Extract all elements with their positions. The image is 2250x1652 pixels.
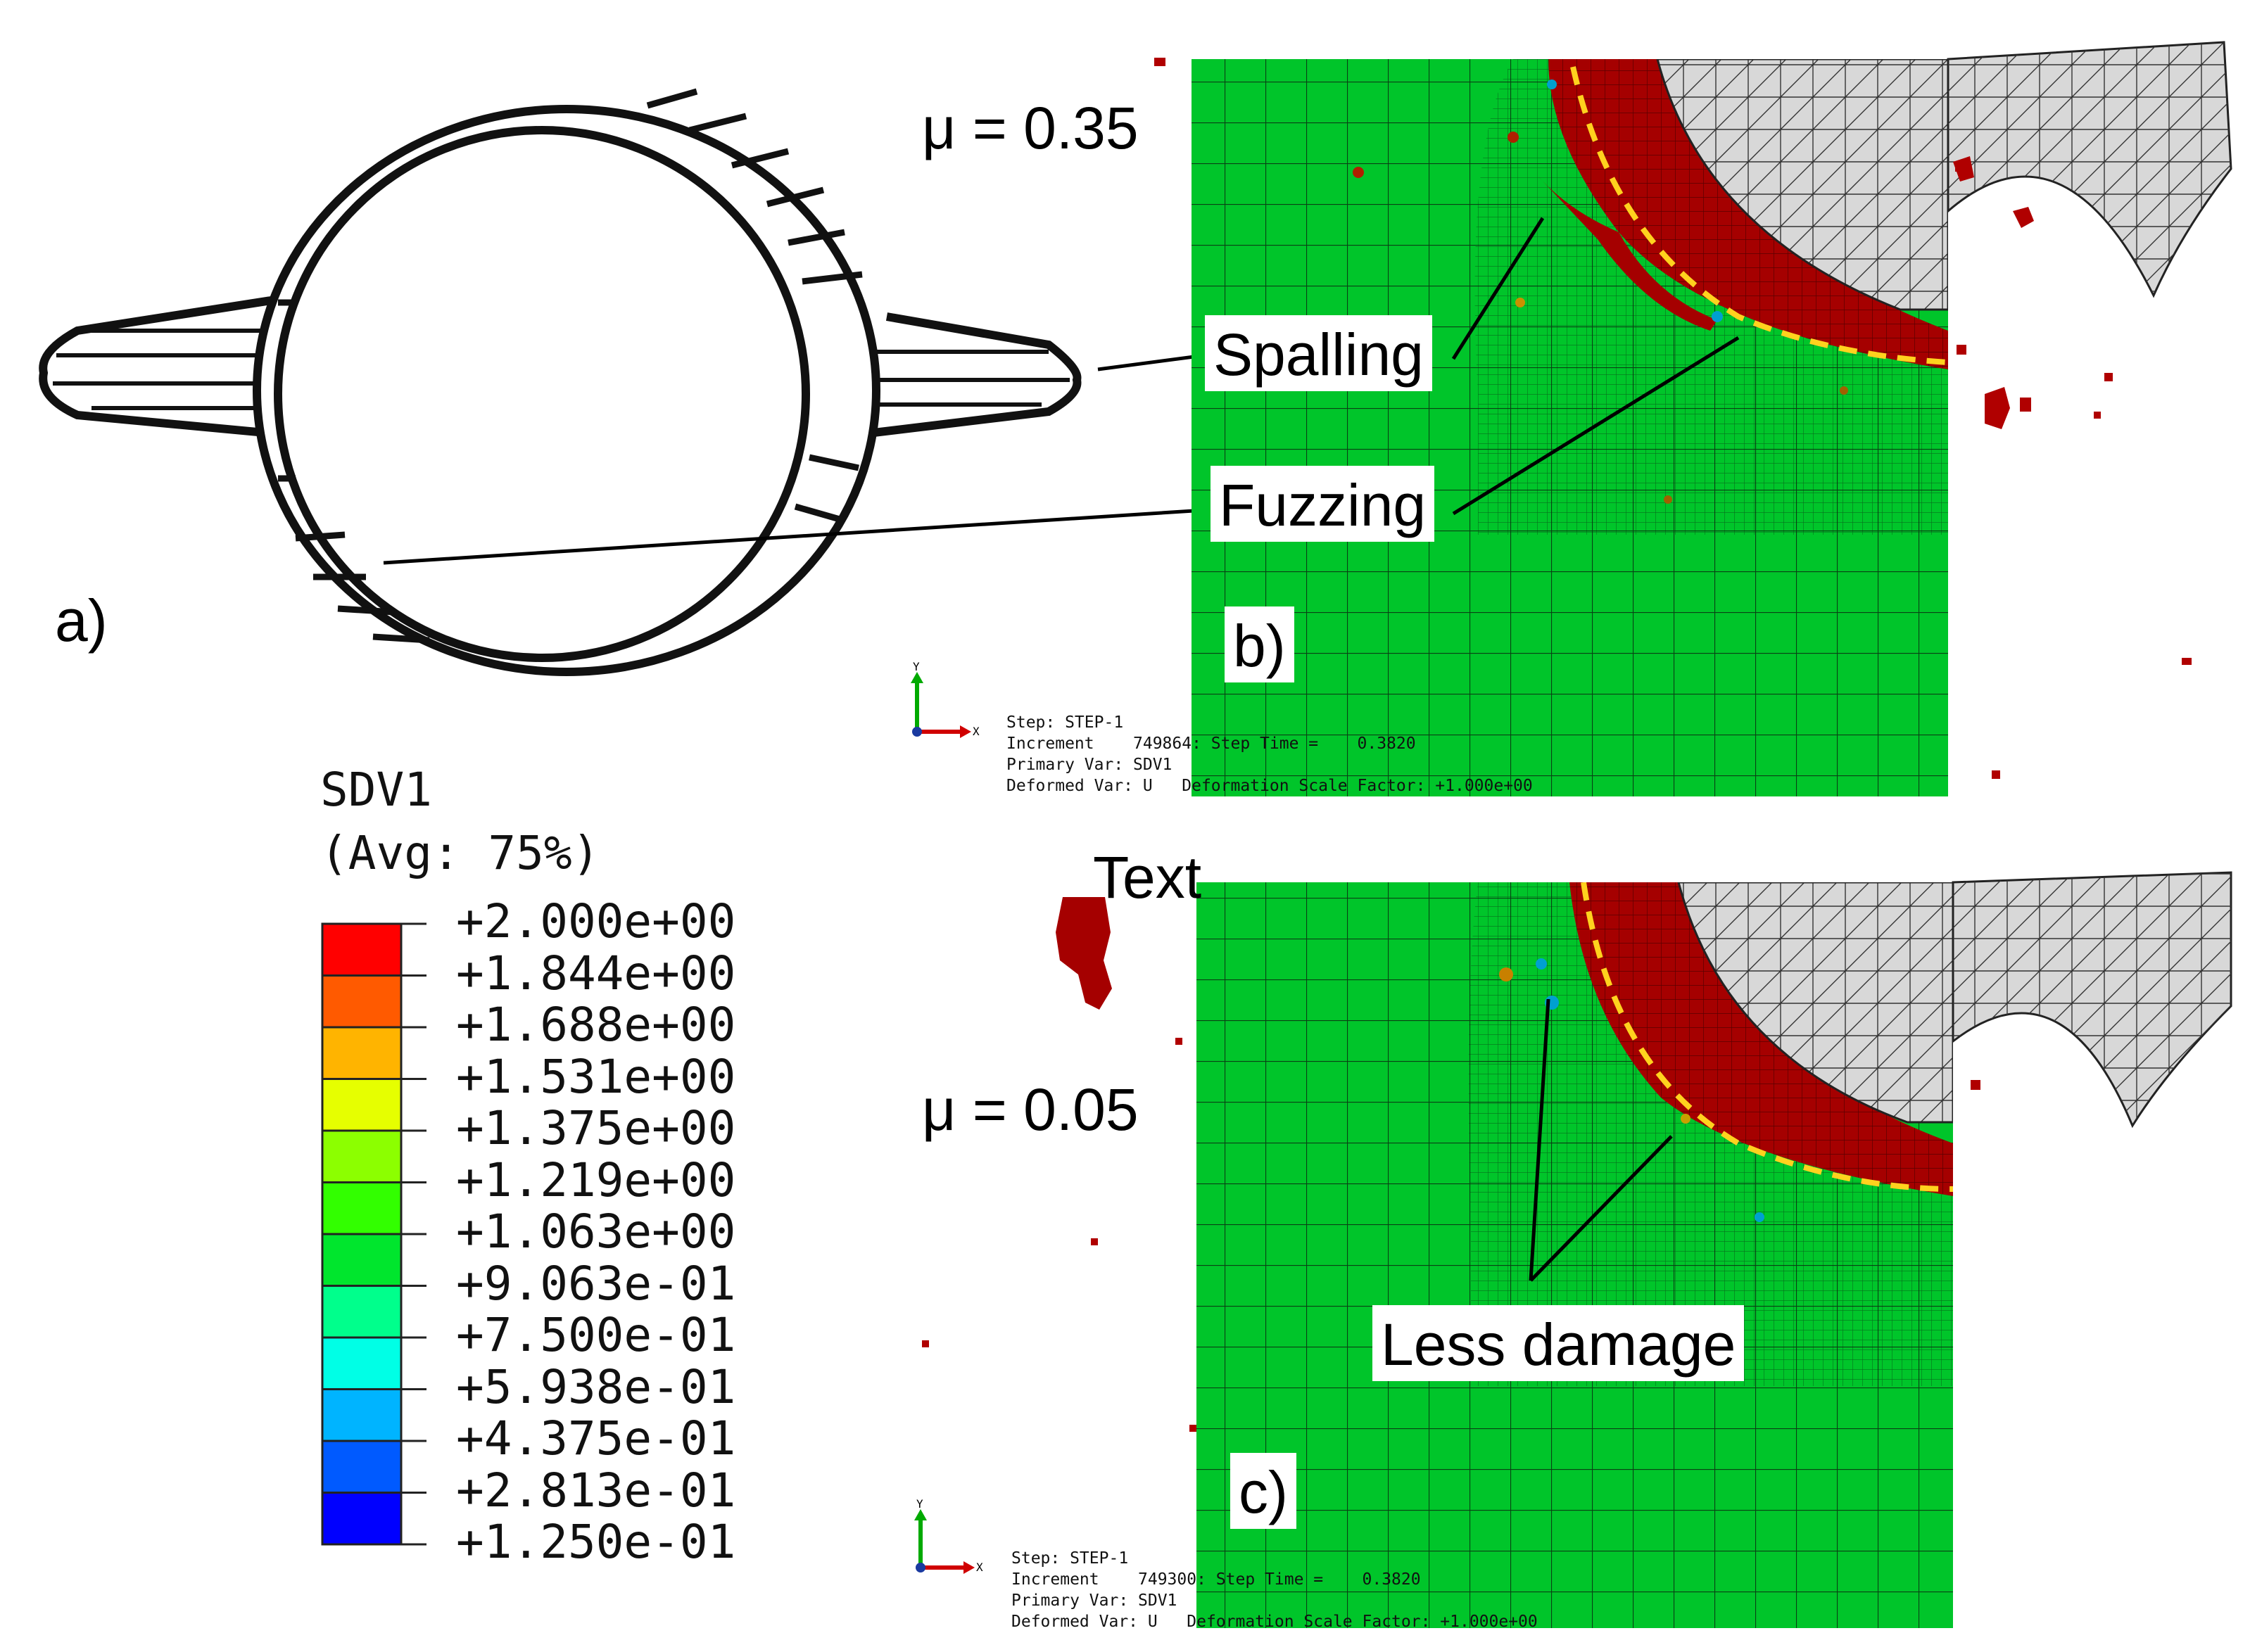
callout-leaders <box>1451 217 1740 1282</box>
spalling-callout: Spalling <box>1205 315 1432 391</box>
legend-swatch <box>321 1129 403 1183</box>
info-increment: Increment 749864: Step Time = 0.3820 <box>1006 735 1416 753</box>
panel-c-tool-extension <box>922 871 2232 1432</box>
triad-c-y: Y <box>916 1497 923 1511</box>
info-step: Step: STEP-1 <box>1011 1549 1129 1568</box>
legend-color-bar <box>321 922 426 1546</box>
legend-tick-label: +9.063e-01 <box>456 1256 736 1311</box>
legend-swatch <box>321 1336 403 1390</box>
panel-b-mu: μ = 0.35 <box>922 95 1139 161</box>
panel-a-schematic <box>39 88 1206 676</box>
info-primary-var: Primary Var: SDV1 <box>1006 756 1173 774</box>
legend-swatch <box>321 1388 403 1442</box>
legend-tick-label: +5.938e-01 <box>456 1359 736 1414</box>
info-step: Step: STEP-1 <box>1006 713 1124 732</box>
panel-c-mu: μ = 0.05 <box>922 1076 1139 1143</box>
legend-tick-label: +1.250e-01 <box>456 1515 736 1569</box>
legend-swatch <box>321 1078 403 1132</box>
info-deformed-var: Deformed Var: U Deformation Scale Factor… <box>1011 1613 1538 1631</box>
axis-triad-c <box>914 1509 975 1574</box>
legend-tick-label: +4.375e-01 <box>456 1411 736 1466</box>
triad-b-y: Y <box>913 660 920 673</box>
legend-swatch <box>321 1026 403 1080</box>
legend-tick-label: +1.531e+00 <box>456 1049 736 1104</box>
triad-c-x: X <box>976 1561 983 1574</box>
legend-tick-label: +7.500e-01 <box>456 1308 736 1362</box>
legend-title: SDV1 <box>320 763 432 817</box>
panel-b-label: b) <box>1225 606 1294 682</box>
legend-tick-label: +1.688e+00 <box>456 998 736 1052</box>
info-deformed-var: Deformed Var: U Deformation Scale Factor… <box>1006 777 1533 795</box>
legend-tick-label: +2.000e+00 <box>456 894 736 948</box>
legend-swatch <box>321 1492 403 1546</box>
legend-swatch <box>321 922 403 977</box>
legend-tick-label: +1.844e+00 <box>456 946 736 1000</box>
legend-subtitle: (Avg: 75%) <box>320 826 600 880</box>
legend-tick-label: +2.813e-01 <box>456 1463 736 1518</box>
panel-a-label: a) <box>55 587 108 654</box>
info-increment: Increment 749300: Step Time = 0.3820 <box>1011 1570 1421 1589</box>
legend-swatch <box>321 974 403 1029</box>
fuzzing-callout: Fuzzing <box>1211 466 1435 542</box>
panel-b-mesh <box>1192 59 1948 796</box>
legend-swatch <box>321 1233 403 1287</box>
panel-c-label: c) <box>1230 1453 1296 1529</box>
legend-swatch <box>321 1181 403 1235</box>
panel-c-mesh <box>1196 882 1953 1628</box>
legend-tick-label: +1.219e+00 <box>456 1152 736 1207</box>
panel-b-info: Step: STEP-1 Increment 749864: Step Time … <box>1006 712 1533 796</box>
triad-b-x: X <box>973 725 980 738</box>
legend-swatch <box>321 1285 403 1339</box>
panel-c-info: Step: STEP-1 Increment 749300: Step Time … <box>1011 1548 1538 1632</box>
axis-triad-b <box>911 672 971 738</box>
info-primary-var: Primary Var: SDV1 <box>1011 1591 1177 1610</box>
panel-b-tool-extension <box>1154 41 2232 779</box>
stray-text: Text <box>1093 844 1202 910</box>
legend-swatch <box>321 1440 403 1494</box>
legend-tick-label: +1.063e+00 <box>456 1205 736 1259</box>
less-damage-callout: Less damage <box>1372 1305 1745 1381</box>
legend-tick-label: +1.375e+00 <box>456 1101 736 1155</box>
